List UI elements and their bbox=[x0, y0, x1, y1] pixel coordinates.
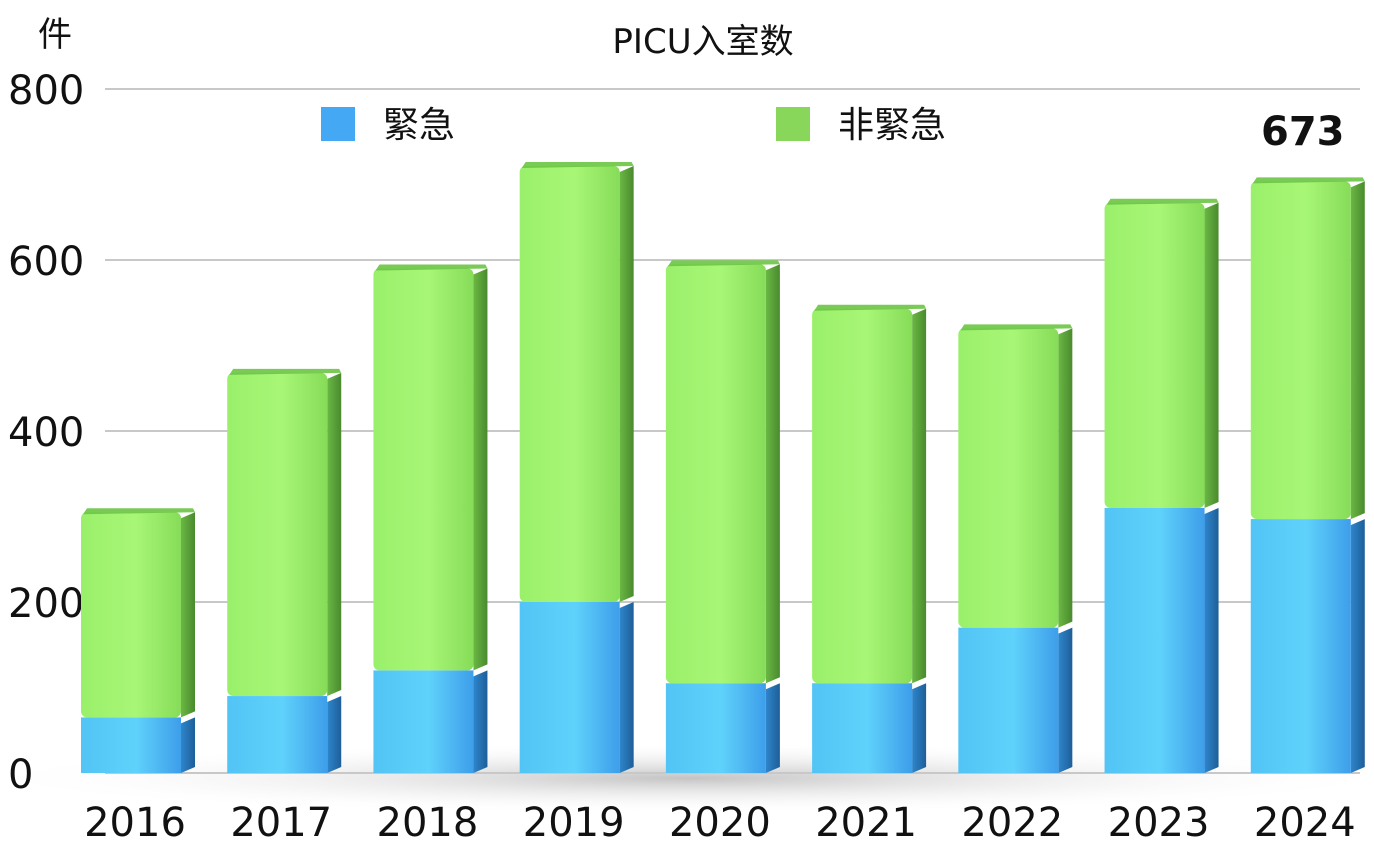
y-tick-label-400: 400 bbox=[8, 410, 84, 456]
y-axis-ticks: 0 200 400 600 800 bbox=[8, 68, 84, 798]
x-tick-label-2024: 2024 bbox=[1254, 800, 1356, 846]
bar-緊急-2024 bbox=[1250, 519, 1351, 773]
annotations: 673 bbox=[1261, 109, 1345, 155]
bar-side-緊急-2021 bbox=[912, 683, 927, 773]
bar-side-緊急-2022 bbox=[1058, 627, 1073, 773]
bar-非緊急-2021 bbox=[812, 308, 913, 684]
bar-top-cap-2022 bbox=[960, 324, 1073, 331]
bar-side-緊急-2019 bbox=[619, 602, 634, 773]
bar-side-緊急-2018 bbox=[473, 670, 488, 773]
bar-side-緊急-2024 bbox=[1350, 519, 1365, 773]
bar-top-cap-2016 bbox=[83, 508, 195, 515]
bar-非緊急-2019 bbox=[519, 165, 620, 602]
bar-緊急-2019 bbox=[519, 602, 620, 773]
bar-非緊急-2018 bbox=[373, 268, 474, 671]
bar-side-非緊急-2021 bbox=[912, 308, 927, 684]
bar-top-cap-2018 bbox=[375, 264, 488, 271]
bar-side-非緊急-2018 bbox=[473, 268, 488, 671]
bar-非緊急-2017 bbox=[227, 372, 328, 697]
bar-top-cap-2020 bbox=[667, 260, 780, 267]
x-tick-label-2017: 2017 bbox=[230, 800, 332, 846]
bar-非緊急-2020 bbox=[665, 264, 766, 684]
x-tick-label-2021: 2021 bbox=[815, 800, 917, 846]
bar-top-cap-2021 bbox=[814, 304, 927, 311]
bar-緊急-2018 bbox=[373, 670, 474, 773]
bar-top-cap-2017 bbox=[229, 368, 342, 375]
bar-top-cap-2023 bbox=[1106, 198, 1219, 205]
legend-label-緊急: 緊急 bbox=[383, 105, 455, 146]
bar-緊急-2017 bbox=[227, 696, 328, 773]
bars bbox=[81, 161, 1365, 773]
bar-side-非緊急-2020 bbox=[765, 264, 780, 684]
x-axis-ticks: 2016 2017 2018 2019 2020 2021 2022 2023 2024 bbox=[84, 800, 1356, 846]
x-tick-label-2018: 2018 bbox=[377, 800, 479, 846]
bar-side-非緊急-2023 bbox=[1204, 202, 1219, 508]
bar-side-非緊急-2022 bbox=[1058, 328, 1073, 628]
y-tick-label-600: 600 bbox=[8, 239, 84, 285]
y-axis-unit: 件 bbox=[38, 15, 72, 55]
legend: 緊急 非緊急 bbox=[321, 105, 946, 146]
legend-label-非緊急: 非緊急 bbox=[838, 105, 946, 146]
bar-非緊急-2022 bbox=[958, 328, 1059, 628]
bar-緊急-2020 bbox=[665, 683, 766, 773]
bar-side-非緊急-2019 bbox=[619, 165, 634, 602]
bar-緊急-2021 bbox=[812, 683, 913, 773]
bar-side-緊急-2023 bbox=[1204, 507, 1219, 773]
total-label-2024: 673 bbox=[1261, 109, 1345, 155]
bar-非緊急-2024 bbox=[1250, 181, 1351, 520]
y-tick-label-800: 800 bbox=[8, 68, 84, 114]
bar-side-緊急-2016 bbox=[181, 717, 195, 773]
bar-side-緊急-2017 bbox=[327, 696, 342, 773]
bar-緊急-2023 bbox=[1104, 507, 1205, 773]
bar-side-非緊急-2024 bbox=[1350, 181, 1365, 520]
bar-非緊急-2023 bbox=[1104, 202, 1205, 508]
x-tick-label-2019: 2019 bbox=[523, 800, 625, 846]
x-tick-label-2016: 2016 bbox=[84, 800, 186, 846]
x-tick-label-2023: 2023 bbox=[1108, 800, 1210, 846]
y-tick-label-0: 0 bbox=[8, 752, 33, 798]
bar-緊急-2016 bbox=[81, 717, 181, 773]
bar-top-cap-2024 bbox=[1252, 177, 1365, 184]
bar-side-緊急-2020 bbox=[765, 683, 780, 773]
bar-side-非緊急-2017 bbox=[327, 372, 342, 697]
x-tick-label-2020: 2020 bbox=[669, 800, 771, 846]
chart-title: PICU入室数 bbox=[612, 22, 793, 62]
bar-top-cap-2019 bbox=[521, 161, 634, 168]
bar-side-非緊急-2016 bbox=[181, 512, 195, 718]
legend-swatch-非緊急 bbox=[776, 107, 810, 141]
y-tick-label-200: 200 bbox=[8, 581, 84, 627]
legend-swatch-緊急 bbox=[321, 107, 355, 141]
bar-非緊急-2016 bbox=[81, 512, 181, 718]
bar-緊急-2022 bbox=[958, 627, 1059, 773]
x-tick-label-2022: 2022 bbox=[961, 800, 1063, 846]
